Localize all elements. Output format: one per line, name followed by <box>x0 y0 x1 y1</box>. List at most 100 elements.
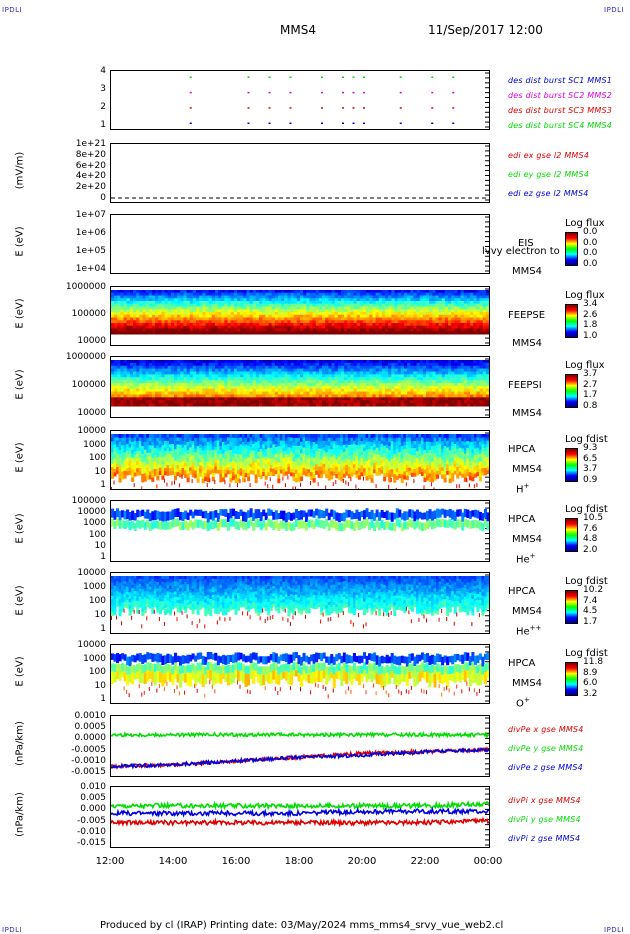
y-tick-hpca_he: 1000 <box>83 518 106 529</box>
colorbar-tick-eis: 0.0 <box>583 227 598 237</box>
burst-mark <box>399 91 402 94</box>
burst-mark <box>289 107 292 109</box>
burst-mark <box>189 76 192 78</box>
series-line-divpi-2 <box>111 806 489 819</box>
colorbar-title-eis: Log flux <box>565 218 605 229</box>
burst-mark <box>431 122 434 124</box>
burst-mark <box>247 76 250 78</box>
series-line-divpe-1 <box>111 730 489 739</box>
burst-mark <box>289 76 292 78</box>
burst-mark <box>247 122 250 124</box>
y-tick-feepsi: 1000000 <box>65 352 106 362</box>
y-tick-burst: 3 <box>100 84 106 94</box>
y-tick-divpi: -0.015 <box>76 838 106 848</box>
colorbar-tick-feepsi: 3.7 <box>583 369 598 379</box>
panel-feepse <box>110 286 490 346</box>
legend-edi-0: edi ex gse l2 MMS4 <box>508 151 590 160</box>
panel-hpca_he2 <box>110 572 490 634</box>
colorbar-hpca_h <box>565 448 578 482</box>
plot-area-feepse <box>111 288 489 344</box>
burst-mark <box>189 122 192 124</box>
burst-mark <box>363 107 365 109</box>
panel-hpca_o <box>110 644 490 704</box>
colorbar-title-hpca_h: Log fdist <box>565 434 608 445</box>
colorbar-tick-hpca_h: 6.5 <box>583 453 598 464</box>
colorbar-tick-feepse: 3.4 <box>583 299 598 309</box>
colorbar-tick-eis: 0.0 <box>583 237 598 248</box>
burst-mark <box>342 107 344 109</box>
instrument-label-hpca_o: HPCA <box>508 658 536 669</box>
colorbar-tick-hpca_he: 2.0 <box>583 545 598 555</box>
burst-mark <box>399 122 402 124</box>
colorbar-tick-hpca_o: 3.2 <box>583 689 598 699</box>
y-axis-label-hpca_he: E (eV) <box>14 513 26 544</box>
y-axis-label-hpca_h: E (eV) <box>14 442 26 473</box>
burst-mark <box>352 107 355 109</box>
burst-mark <box>363 122 365 124</box>
colorbar-tick-feepsi: 0.8 <box>583 401 598 411</box>
y-tick-burst: 4 <box>100 66 106 76</box>
colorbar-tick-hpca_h: 9.3 <box>583 443 598 453</box>
y-axis-label-feepse: E (eV) <box>14 298 26 329</box>
y-tick-hpca_h: 100 <box>88 453 106 463</box>
instrument-label-eis: EIS <box>518 238 534 249</box>
burst-mark <box>268 76 271 78</box>
y-tick-hpca_h: 1000 <box>83 439 106 450</box>
colorbar-hpca_he <box>565 518 578 552</box>
panel-burst <box>110 70 490 130</box>
plot-area-feepsi <box>111 358 489 416</box>
y-tick-edi: 6e+20 <box>75 160 106 171</box>
spacecraft-title: MMS4 <box>280 23 316 37</box>
burst-mark <box>342 76 344 78</box>
burst-mark <box>452 122 455 124</box>
y-tick-divpi: 0.000 <box>80 804 106 815</box>
colorbar-tick-hpca_he2: 4.5 <box>583 606 598 617</box>
y-tick-divpi: 0.010 <box>80 782 106 792</box>
plot-area-divpe <box>111 717 489 775</box>
series-line-divpi-1 <box>111 800 489 811</box>
corner-mark-top-right: IPDLI <box>604 6 625 14</box>
y-tick-hpca_o: 1000 <box>83 653 106 664</box>
y-tick-feepse: 1000000 <box>65 282 106 292</box>
y-tick-burst: 2 <box>100 102 106 112</box>
plot-area-hpca_he <box>111 502 489 560</box>
colorbar-tick-eis: 0.0 <box>583 259 598 269</box>
overlay-label-eis: lvvy electron to <box>482 246 560 257</box>
instrument-label-hpca_h: HPCA <box>508 444 536 455</box>
y-tick-divpi: 0.005 <box>80 793 106 804</box>
y-tick-divpe: 0.0005 <box>74 722 107 733</box>
legend-edi-2: edi ez gse l2 MMS4 <box>508 189 589 198</box>
burst-mark <box>289 122 292 124</box>
burst-mark <box>321 91 323 94</box>
burst-mark <box>189 91 192 94</box>
burst-mark <box>352 76 355 78</box>
panel-divpi <box>110 786 490 848</box>
x-tick-label: 12:00 <box>95 856 125 867</box>
y-tick-eis: 1e+07 <box>75 210 106 220</box>
corner-mark-top-left: IPDLI <box>2 6 23 14</box>
legend-divpe-2: divPe z gse MMS4 <box>508 763 583 772</box>
burst-mark <box>289 91 292 94</box>
burst-mark <box>189 107 192 109</box>
y-tick-hpca_o: 100 <box>88 667 106 677</box>
legend-burst-1: des dist burst SC2 MMS2 <box>508 91 613 100</box>
colorbar-tick-hpca_he: 7.6 <box>583 523 598 534</box>
y-tick-hpca_he2: 1000 <box>83 582 106 592</box>
spacecraft-label-hpca_o: MMS4 <box>512 678 542 689</box>
colorbar-feepse <box>565 304 578 338</box>
plot-area-hpca_o <box>111 646 489 702</box>
y-tick-hpca_he: 10 <box>94 540 106 551</box>
y-axis-label-hpca_he2: E (eV) <box>14 585 26 616</box>
y-tick-hpca_o: 10000 <box>77 640 106 650</box>
y-tick-edi: 8e+20 <box>75 149 106 160</box>
burst-mark <box>431 91 434 94</box>
x-tick-label: 14:00 <box>158 856 188 867</box>
spacecraft-label-feepsi: MMS4 <box>512 408 542 419</box>
instrument-label-feepsi: FEEPSI <box>508 380 542 391</box>
y-tick-eis: 1e+04 <box>75 264 106 274</box>
burst-mark <box>321 76 323 78</box>
panel-divpe <box>110 715 490 777</box>
x-tick-label: 20:00 <box>347 856 377 867</box>
burst-mark <box>268 107 271 109</box>
y-axis-label-hpca_o: E (eV) <box>14 656 26 687</box>
